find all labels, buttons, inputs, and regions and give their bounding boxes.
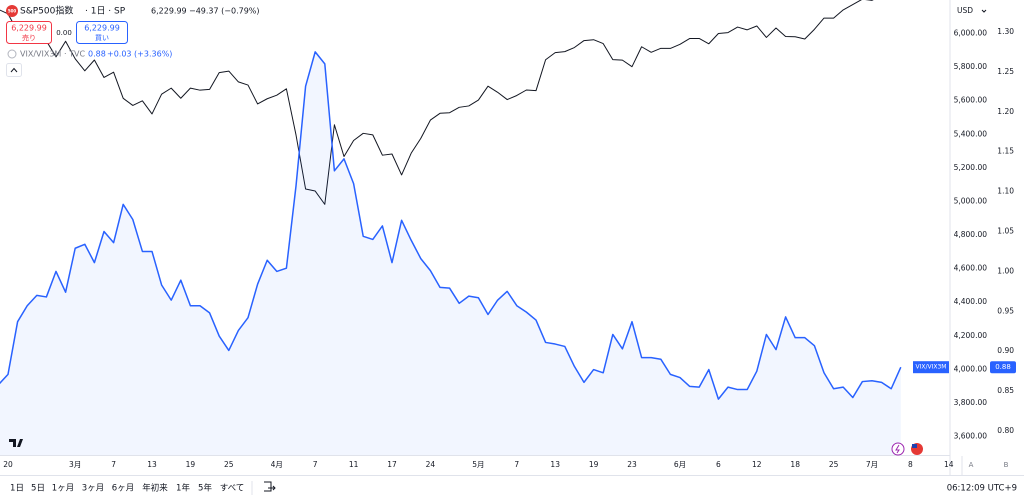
clock: 06:12:09 UTC+9 — [947, 484, 1017, 494]
range-button[interactable]: 5年 — [198, 483, 212, 494]
y-tick-label: 6,000.00 — [954, 29, 988, 38]
scale-button[interactable]: A — [969, 461, 974, 469]
symbol-name[interactable]: S&P500指数 — [20, 5, 73, 17]
line — [0, 51, 902, 400]
x-tick-label: 3月 — [69, 460, 81, 469]
x-tick-label: 7 — [514, 460, 519, 469]
x-tick-label: 25 — [829, 460, 839, 469]
range-button[interactable]: 5日 — [31, 484, 45, 494]
price-tag — [990, 361, 1016, 374]
buy-label: 買い — [95, 34, 109, 42]
events-glyph — [895, 444, 900, 454]
y-tick-label: 5,600.00 — [954, 96, 988, 105]
overlay-icon — [7, 49, 17, 59]
x-tick-label: 20 — [3, 460, 13, 469]
buy-price: 6,229.99 — [84, 24, 120, 33]
y-tick-label: 5,200.00 — [954, 163, 988, 172]
overlay-change: +0.03 (+3.36%) — [107, 50, 172, 59]
area — [0, 51, 901, 455]
scale-button[interactable]: B — [1004, 461, 1009, 469]
x-tick-label: 7 — [313, 460, 318, 469]
price: 6,229.99 — [151, 7, 187, 16]
y-tick-label: 4,600.00 — [954, 264, 988, 273]
y2-tick-label: 1.30 — [997, 27, 1014, 36]
line — [0, 0, 874, 205]
range-button[interactable]: 6ヶ月 — [112, 484, 134, 494]
collapse-icon — [10, 67, 18, 73]
range-button[interactable]: 年初来 — [142, 483, 168, 494]
y-tick-label: 5,400.00 — [954, 129, 988, 138]
collapse-button[interactable] — [6, 63, 22, 77]
sell-label: 売り — [22, 33, 36, 42]
overlay-source: · TVC — [64, 50, 85, 59]
y2-tick-label: 1.20 — [997, 107, 1014, 116]
x-tick-label: 6 — [716, 460, 721, 469]
currency[interactable]: USD — [957, 6, 973, 15]
y2-tick-label: 1.00 — [997, 266, 1014, 275]
plot — [0, 0, 902, 455]
x-tick-label: 14 — [944, 460, 954, 469]
badge-text: 500 — [8, 9, 17, 14]
x-tick-label: 23 — [627, 460, 637, 469]
y-tick-label: 3,600.00 — [954, 432, 988, 441]
y2-tick-label: 0.80 — [997, 426, 1014, 435]
range-button[interactable]: 3ヶ月 — [82, 484, 104, 494]
y2-tick-label: 1.15 — [997, 147, 1014, 156]
y-tick-label: 5,800.00 — [954, 62, 988, 71]
date-range-icon[interactable] — [264, 481, 276, 492]
sell-button[interactable] — [6, 21, 52, 44]
x-tick-label: 13 — [147, 460, 157, 469]
x-tick-label: 25 — [224, 460, 234, 469]
symbol-suffix: · 1日 · SP — [85, 6, 126, 17]
x-tick-label: 17 — [387, 460, 397, 469]
x-tick-label: 7 — [111, 460, 116, 469]
y-tick-label: 3,800.00 — [954, 398, 988, 407]
events-icon[interactable] — [891, 442, 905, 456]
y2-tick-label: 1.05 — [997, 226, 1014, 235]
x-tick-label: 19 — [186, 460, 196, 469]
y-tick-label: 5,000.00 — [954, 196, 988, 205]
y-tick-label: 4,400.00 — [954, 297, 988, 306]
x-tick-label: 8 — [908, 460, 913, 469]
series-tag — [913, 361, 949, 374]
x-tick-label: 6月 — [674, 460, 686, 469]
range-button[interactable]: すべて — [220, 484, 245, 494]
spread: 0.00 — [56, 29, 72, 37]
x-tick-label: 5月 — [472, 460, 484, 469]
flag-canton — [912, 444, 917, 448]
range-button[interactable]: 1年 — [176, 483, 190, 494]
buy-button[interactable] — [76, 21, 128, 44]
sell-price: 6,229.99 — [11, 24, 47, 33]
logo — [9, 439, 23, 447]
overlay-name[interactable]: VIX/VIX3M — [20, 50, 61, 59]
x-tick-label: 11 — [349, 460, 359, 469]
y2-tick-label: 0.85 — [997, 386, 1014, 395]
x-tick-label: 18 — [790, 460, 800, 469]
series-tag-name: VIX/VIX3M — [916, 364, 947, 371]
x-tick-label: 13 — [550, 460, 560, 469]
y-tick-label: 4,800.00 — [954, 230, 988, 239]
y-tick-label: 4,200.00 — [954, 331, 988, 340]
y-tick-label: 4,000.00 — [954, 364, 988, 373]
currency-caret — [981, 9, 987, 13]
y2-tick-label: 1.10 — [997, 187, 1014, 196]
y2-tick-label: 1.25 — [997, 67, 1014, 76]
x-tick-label: 19 — [589, 460, 599, 469]
x-tick-label: 7月 — [866, 460, 878, 469]
x-tick-label: 4月 — [271, 460, 283, 469]
range-button[interactable]: 1日 — [10, 484, 24, 494]
change: −49.37 (−0.79%) — [189, 7, 260, 16]
x-tick-label: 12 — [752, 460, 762, 469]
range-button[interactable]: 1ヶ月 — [52, 484, 74, 494]
y2-tick-label: 0.95 — [997, 306, 1014, 315]
price-tag-value: 0.88 — [995, 363, 1011, 371]
overlay-value: 0.88 — [88, 50, 106, 59]
symbol-badge — [6, 5, 18, 17]
y2-tick-label: 0.90 — [997, 346, 1014, 355]
x-tick-label: 24 — [426, 460, 436, 469]
